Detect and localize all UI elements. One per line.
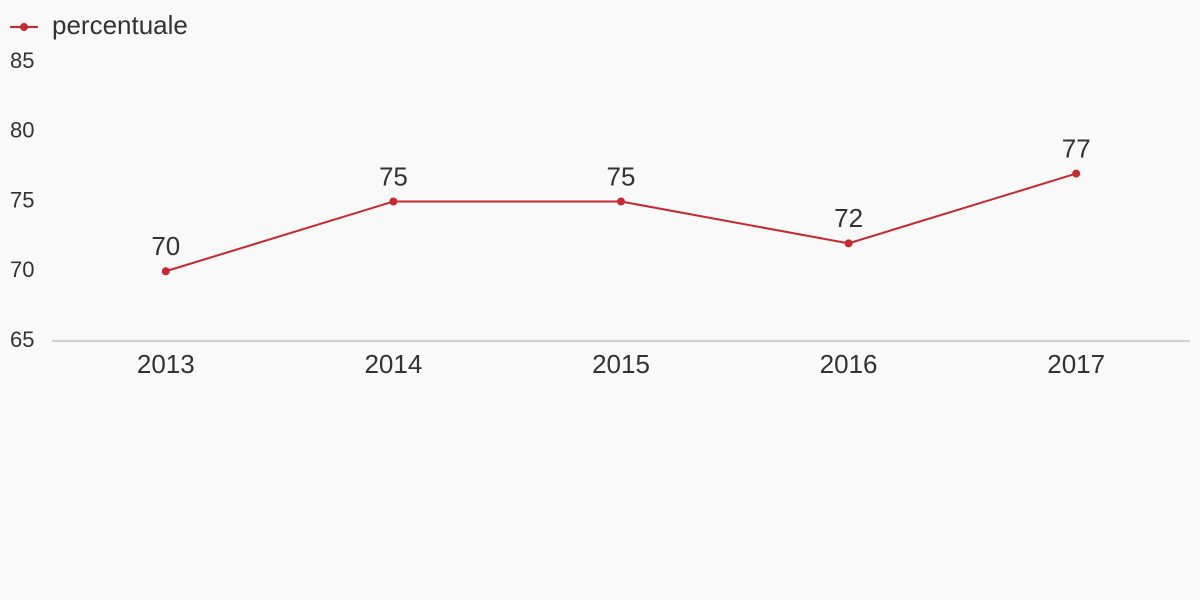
x-tick-label: 2014 [364, 349, 422, 379]
x-tick-label: 2016 [820, 349, 878, 379]
data-point [617, 197, 625, 206]
y-tick-label: 80 [10, 118, 34, 143]
data-point [161, 267, 170, 276]
y-tick-label: 70 [10, 257, 34, 282]
x-tick-label: 2015 [592, 349, 650, 379]
legend-marker [20, 23, 28, 31]
data-point [1072, 169, 1081, 178]
y-tick-label: 85 [10, 48, 34, 73]
y-tick-label: 75 [10, 187, 34, 212]
data-label: 70 [151, 231, 180, 261]
x-tick-label: 2017 [1047, 349, 1105, 379]
data-label: 75 [379, 161, 408, 191]
data-label: 77 [1062, 133, 1091, 163]
data-label: 75 [607, 161, 636, 191]
y-tick-label: 65 [10, 327, 34, 352]
data-point [844, 239, 853, 248]
data-label: 72 [834, 203, 863, 233]
legend-label: percentuale [52, 10, 188, 40]
x-tick-label: 2013 [137, 349, 195, 379]
data-point [389, 197, 398, 206]
